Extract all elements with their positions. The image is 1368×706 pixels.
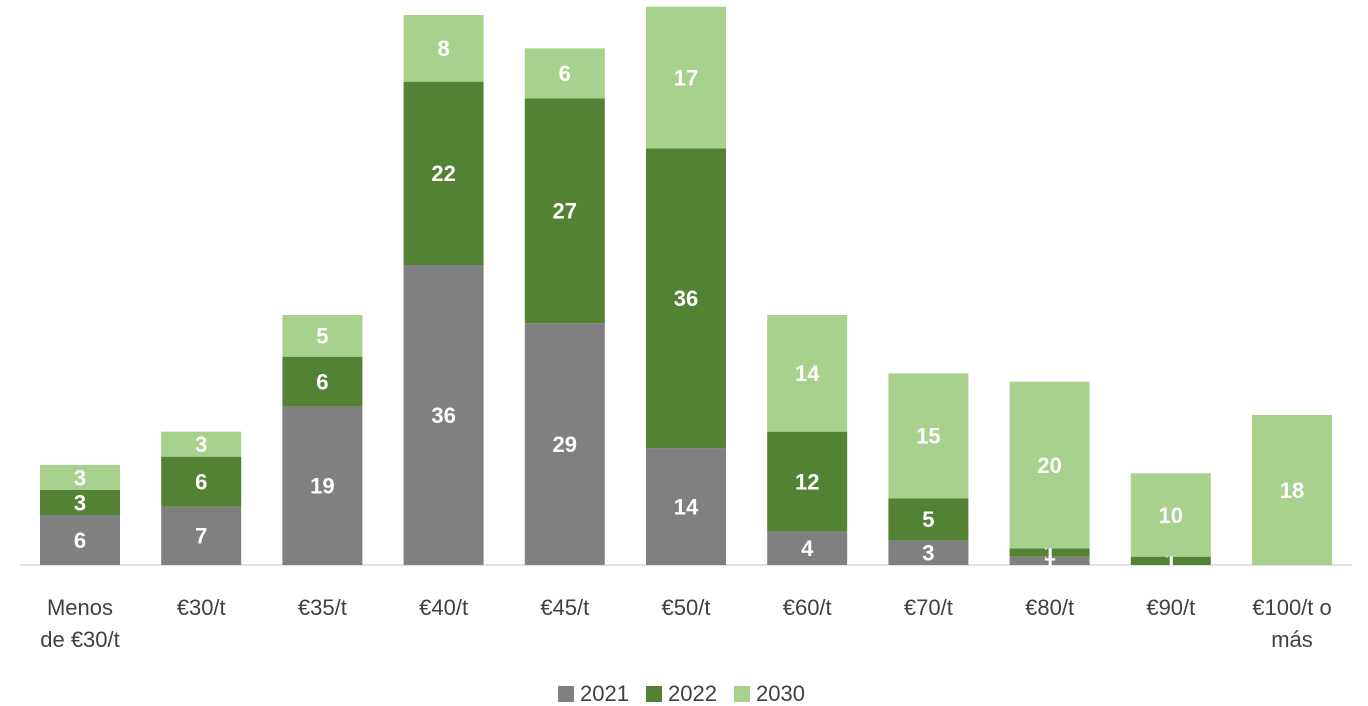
bar-segment bbox=[888, 373, 969, 499]
bar-segment bbox=[767, 531, 848, 565]
value-label: 27 bbox=[553, 199, 577, 224]
bar-segment bbox=[1130, 473, 1211, 557]
value-label: 12 bbox=[795, 469, 819, 494]
x-tick-label: €100/t o más bbox=[1252, 595, 1332, 652]
value-label: 17 bbox=[674, 65, 698, 90]
bar-segment bbox=[282, 356, 363, 407]
value-label: 8 bbox=[437, 36, 449, 61]
bar-segment bbox=[161, 506, 242, 565]
value-label: 4 bbox=[801, 536, 814, 561]
bar-segment bbox=[282, 315, 363, 357]
value-label: 6 bbox=[195, 469, 207, 494]
legend-label: 2030 bbox=[756, 681, 805, 706]
value-label: 15 bbox=[916, 424, 940, 449]
x-tick-label: €80/t bbox=[1025, 595, 1075, 620]
bar-segment bbox=[161, 456, 242, 507]
bar-segment bbox=[1009, 556, 1090, 565]
value-label: 36 bbox=[431, 403, 455, 428]
x-tick-label: €50/t bbox=[661, 595, 711, 620]
bar-segment bbox=[1130, 556, 1211, 565]
x-tick-label: €30/t bbox=[176, 595, 226, 620]
legend-label: 2022 bbox=[668, 681, 717, 706]
x-tick-label: €70/t bbox=[903, 595, 953, 620]
value-label: 10 bbox=[1159, 503, 1183, 528]
value-label: 18 bbox=[1280, 478, 1304, 503]
value-label: 29 bbox=[553, 432, 577, 457]
x-tick-label: Menos de €30/t bbox=[40, 595, 120, 652]
bar-segment bbox=[40, 490, 120, 515]
bar-segment bbox=[646, 448, 726, 565]
legend-label: 2021 bbox=[580, 681, 629, 706]
bar-segment bbox=[646, 6, 726, 149]
value-label: 3 bbox=[74, 465, 86, 490]
x-tick-label: €40/t bbox=[419, 595, 469, 620]
bar-segment bbox=[403, 265, 484, 565]
bar-segment bbox=[888, 498, 969, 540]
bar-segment bbox=[524, 323, 605, 565]
value-label: 6 bbox=[559, 61, 571, 86]
bar-segment bbox=[1252, 415, 1332, 565]
bar-segment bbox=[888, 540, 969, 565]
value-label: 6 bbox=[316, 369, 328, 394]
value-label: 22 bbox=[431, 161, 455, 186]
bar-segment bbox=[646, 148, 726, 449]
bar-segment bbox=[524, 48, 605, 99]
value-label: 7 bbox=[195, 524, 207, 549]
bar-segment bbox=[161, 431, 242, 457]
x-tick-label: €90/t bbox=[1146, 595, 1196, 620]
value-label: 14 bbox=[795, 361, 820, 386]
bar-segment bbox=[403, 15, 484, 82]
bar-segment bbox=[1009, 381, 1090, 549]
value-label: 19 bbox=[310, 474, 334, 499]
bar-segment bbox=[282, 406, 363, 565]
value-label: 20 bbox=[1037, 453, 1061, 478]
value-label: 36 bbox=[674, 286, 698, 311]
bar-segment bbox=[767, 315, 848, 432]
legend-swatch bbox=[734, 686, 750, 702]
x-tick-label: €45/t bbox=[540, 595, 590, 620]
value-label: 14 bbox=[674, 494, 699, 519]
value-label: 3 bbox=[74, 490, 86, 515]
x-tick-label: €60/t bbox=[782, 595, 832, 620]
value-label: 3 bbox=[922, 540, 934, 565]
bar-segment bbox=[40, 515, 120, 565]
value-label: 5 bbox=[922, 507, 934, 532]
bar-segment bbox=[767, 431, 848, 532]
value-label: 3 bbox=[195, 432, 207, 457]
value-label: 6 bbox=[74, 528, 86, 553]
bar-segment bbox=[524, 98, 605, 324]
bar-segment bbox=[40, 465, 120, 490]
bar-segment bbox=[403, 81, 484, 266]
legend-swatch bbox=[558, 686, 574, 702]
bar-segment bbox=[1009, 548, 1090, 557]
value-label: 5 bbox=[316, 324, 328, 349]
x-tick-label: €35/t bbox=[297, 595, 347, 620]
legend-swatch bbox=[646, 686, 662, 702]
